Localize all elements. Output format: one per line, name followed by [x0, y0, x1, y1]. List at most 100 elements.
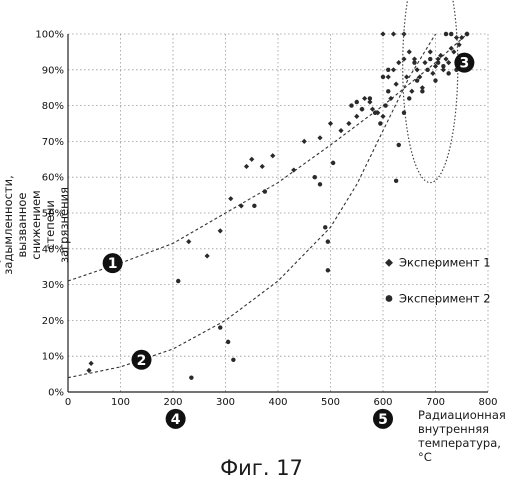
data-point — [383, 103, 387, 107]
data-point — [239, 203, 244, 208]
data-point — [244, 164, 249, 169]
data-point — [231, 358, 235, 362]
data-point — [394, 82, 399, 87]
x-tick-label: 500 — [321, 397, 340, 408]
annotation-number: 4 — [171, 412, 181, 428]
data-point — [355, 100, 359, 104]
x-tick-label: 400 — [268, 397, 287, 408]
chart-grid — [68, 34, 488, 392]
data-point — [263, 189, 267, 193]
data-point — [373, 111, 377, 115]
data-point — [252, 204, 256, 208]
data-point — [409, 89, 414, 94]
data-point — [338, 128, 343, 133]
y-tick-label: 80% — [42, 101, 64, 112]
x-tick-label: 100 — [111, 397, 130, 408]
y-tick-label: 70% — [42, 137, 64, 148]
trend-lines — [68, 34, 467, 378]
data-point — [420, 89, 424, 93]
data-point — [189, 375, 193, 379]
data-point — [318, 182, 322, 186]
annotation-number: 5 — [378, 412, 388, 428]
legend: Эксперимент 1Эксперимент 2 — [385, 256, 491, 306]
data-point — [404, 74, 409, 79]
data-point — [396, 60, 401, 65]
data-point — [291, 167, 296, 172]
x-tick-label: 600 — [373, 397, 392, 408]
data-point — [407, 96, 411, 100]
y-axis-label: Относительное уменьшение задымленности, … — [0, 175, 71, 275]
y-tick-label: 0% — [48, 388, 64, 399]
legend-marker — [385, 259, 393, 267]
data-point — [425, 68, 429, 72]
data-point — [228, 196, 233, 201]
x-tick-label: 300 — [216, 397, 235, 408]
data-point — [386, 89, 390, 93]
x-tick-label: 800 — [478, 397, 497, 408]
y-tick-label: 100% — [35, 30, 64, 41]
data-point — [422, 60, 427, 65]
data-point — [313, 175, 317, 179]
data-point — [407, 49, 412, 54]
annotation-number: 2 — [137, 353, 147, 369]
data-point — [328, 121, 333, 126]
data-point — [397, 143, 401, 147]
data-point — [346, 121, 351, 126]
legend-label: Эксперимент 2 — [399, 292, 491, 306]
annotation-number: 1 — [108, 256, 118, 272]
data-point — [368, 96, 372, 100]
data-point — [381, 75, 385, 79]
data-point — [430, 71, 435, 76]
y-tick-label: 20% — [42, 316, 64, 327]
data-point — [415, 78, 419, 82]
data-point — [89, 361, 94, 366]
data-point — [449, 32, 453, 36]
data-point — [386, 68, 390, 72]
trend-line — [68, 34, 436, 378]
y-axis-label-box: Относительное уменьшение задымленности, … — [4, 60, 40, 390]
x-tick-label: 200 — [163, 397, 182, 408]
data-point — [465, 32, 469, 36]
data-point — [349, 103, 353, 107]
data-point — [176, 279, 180, 283]
data-point — [436, 60, 440, 64]
annotation-markers: 1 2 3 4 5 — [103, 53, 475, 429]
data-point — [444, 32, 448, 36]
data-point — [323, 225, 327, 229]
data-point — [391, 67, 396, 72]
data-point — [326, 239, 330, 243]
data-point — [186, 239, 191, 244]
data-point — [446, 71, 450, 75]
data-point — [394, 179, 398, 183]
data-point — [302, 139, 307, 144]
data-points — [86, 31, 469, 379]
data-point — [391, 31, 396, 36]
data-point — [260, 164, 265, 169]
data-point — [380, 31, 385, 36]
y-tick-label: 90% — [42, 65, 64, 76]
y-tick-label: 30% — [42, 280, 64, 291]
data-point — [360, 107, 364, 111]
data-point — [386, 74, 391, 79]
trend-line — [68, 34, 467, 281]
legend-marker — [386, 295, 393, 302]
data-point — [362, 96, 367, 101]
x-tick-label: 700 — [426, 397, 445, 408]
data-point — [218, 228, 223, 233]
tick-labels: 01002003004005006007008000%10%20%30%40%5… — [35, 30, 497, 409]
data-point — [428, 49, 433, 54]
data-point — [380, 114, 385, 119]
data-point — [354, 114, 359, 119]
annotation-number: 3 — [460, 56, 470, 72]
data-point — [249, 157, 254, 162]
x-tick-label: 0 — [65, 397, 71, 408]
data-point — [412, 60, 416, 64]
data-point — [86, 368, 91, 373]
data-point — [326, 268, 330, 272]
data-point — [433, 78, 437, 82]
data-point — [205, 253, 210, 258]
data-point — [331, 161, 335, 165]
data-point — [226, 340, 230, 344]
data-point — [441, 64, 445, 68]
data-point — [270, 153, 275, 158]
